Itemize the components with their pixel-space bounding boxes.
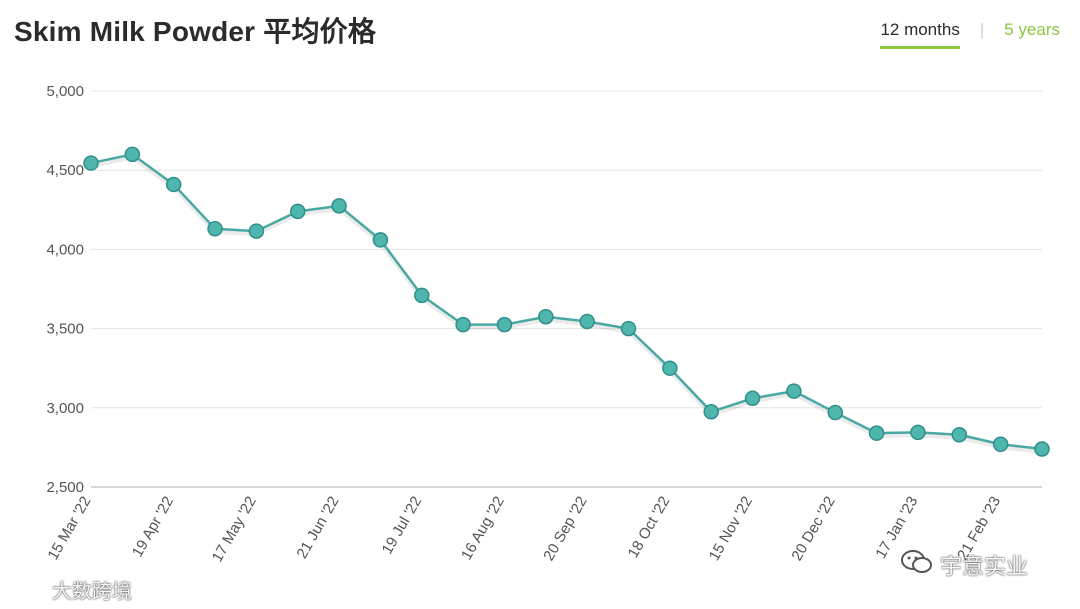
data-point[interactable] (538, 308, 554, 325)
tab-separator: | (979, 20, 985, 39)
x-tick-label: 16 Aug '22 (458, 494, 508, 564)
grid-lines (91, 90, 1042, 488)
x-tick-label: 20 Sep '22 (540, 494, 590, 564)
data-point[interactable] (455, 316, 471, 333)
data-point[interactable] (289, 203, 306, 220)
y-tick-label: 4,000 (46, 241, 84, 258)
data-point[interactable] (579, 313, 595, 330)
y-axis-tick-labels: 2,500 3,000 3,500 4,000 4,500 5,000 (46, 83, 84, 496)
data-point[interactable] (910, 424, 926, 441)
data-point[interactable] (331, 198, 347, 214)
wechat-icon (901, 550, 932, 573)
data-point[interactable] (951, 426, 968, 443)
chart-title: Skim Milk Powder 平均价格 (14, 16, 377, 47)
data-point[interactable] (786, 383, 802, 399)
x-tick-label: 21 Jun '22 (293, 494, 342, 562)
x-tick-label: 20 Dec '22 (788, 494, 838, 564)
data-point[interactable] (620, 320, 637, 337)
x-tick-label: 18 Oct '22 (625, 494, 674, 561)
data-point[interactable] (827, 404, 844, 421)
data-point[interactable] (992, 436, 1009, 452)
x-tick-label: 15 Nov '22 (706, 494, 756, 564)
data-point[interactable] (868, 425, 885, 441)
y-tick-label: 4,500 (46, 162, 84, 179)
y-tick-label: 2,500 (46, 479, 84, 496)
x-axis-tick-labels: 15 Mar '22 19 Apr '22 17 May '22 21 Jun '22… (45, 493, 1005, 565)
data-point[interactable] (248, 223, 265, 239)
x-tick-label: 19 Jul '22 (379, 494, 426, 558)
x-tick-label: 17 May '22 (209, 494, 260, 566)
y-tick-label: 3,000 (46, 400, 84, 417)
tab-5-years[interactable]: 5 years (1004, 20, 1060, 39)
tab-12-months[interactable]: 12 months (880, 20, 960, 49)
data-point[interactable] (165, 176, 182, 193)
data-point[interactable] (744, 390, 761, 407)
y-tick-label: 3,500 (46, 321, 84, 338)
data-point[interactable] (207, 221, 223, 237)
data-point[interactable] (414, 287, 430, 304)
x-tick-label: 19 Apr '22 (129, 494, 177, 561)
data-point[interactable] (496, 316, 513, 333)
data-point[interactable] (372, 232, 389, 248)
x-tick-label: 21 Feb '23 (954, 493, 1004, 562)
series-points (83, 146, 1050, 457)
data-point[interactable] (1034, 441, 1050, 457)
series-line-path (90, 153, 1043, 451)
range-tabs: 12 months | 5 years (880, 20, 1060, 49)
data-point[interactable] (124, 146, 141, 163)
x-tick-label: 15 Mar '22 (45, 494, 95, 563)
data-point[interactable] (662, 360, 678, 376)
data-point[interactable] (703, 404, 719, 420)
data-point[interactable] (83, 155, 99, 171)
y-tick-label: 5,000 (46, 83, 84, 100)
